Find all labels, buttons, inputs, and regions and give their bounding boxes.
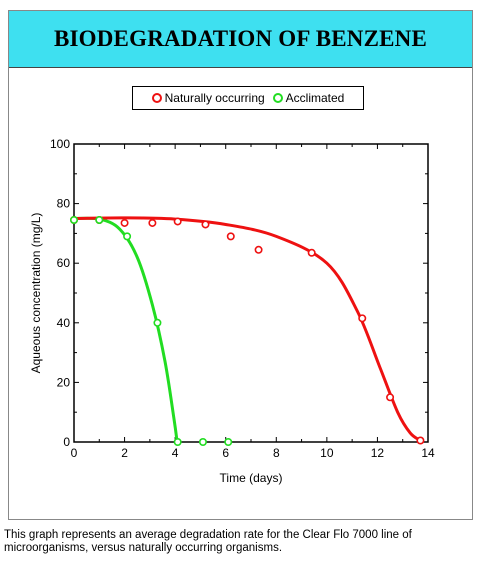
y-tick-label-0: 0 bbox=[63, 435, 70, 449]
chart-title: BIODEGRADATION OF BENZENE bbox=[53, 26, 428, 51]
series-0-point-9 bbox=[358, 314, 367, 323]
legend-marker-naturally bbox=[151, 93, 162, 103]
legend-label-acclimated: Acclimated bbox=[285, 91, 345, 105]
chart-caption: This graph represents an average degrada… bbox=[4, 529, 412, 554]
series-0-point-10 bbox=[386, 393, 395, 402]
y-tick-label-1: 20 bbox=[57, 375, 71, 389]
series-1-point-4 bbox=[173, 437, 182, 446]
x-tick-label-5: 10 bbox=[320, 446, 334, 460]
y-tick-label-2: 40 bbox=[57, 316, 71, 330]
title-banner: BIODEGRADATION OF BENZENE bbox=[9, 11, 472, 68]
series-0-point-6 bbox=[226, 232, 235, 241]
y-tick-label-5: 100 bbox=[50, 137, 70, 151]
series-0-point-5 bbox=[201, 220, 210, 229]
series-line-0 bbox=[72, 216, 422, 443]
legend-marker-acclimated bbox=[272, 93, 283, 103]
y-axis-label: Aqueous concentration (mg/L) bbox=[29, 213, 43, 374]
series-0-point-3 bbox=[148, 218, 157, 227]
series-1-point-3 bbox=[153, 318, 162, 327]
x-tick-label-6: 12 bbox=[371, 446, 385, 460]
series-0-point-8 bbox=[307, 248, 316, 257]
legend-item-naturally: Naturally occurring bbox=[151, 91, 265, 105]
x-tick-label-4: 8 bbox=[273, 446, 280, 460]
series-1-point-5 bbox=[198, 437, 207, 446]
y-tick-label-3: 60 bbox=[57, 256, 71, 270]
legend-item-acclimated: Acclimated bbox=[272, 91, 345, 105]
series-line-1 bbox=[72, 216, 179, 444]
plot-area-border bbox=[73, 143, 429, 443]
series-1-point-0 bbox=[70, 215, 79, 224]
series-0-point-2 bbox=[120, 218, 129, 227]
y-tick-label-4: 80 bbox=[57, 197, 71, 211]
series-0-point-4 bbox=[173, 217, 182, 226]
x-tick-label-2: 4 bbox=[172, 446, 179, 460]
x-tick-label-0: 0 bbox=[71, 446, 78, 460]
series-0-point-11 bbox=[416, 436, 425, 445]
x-tick-label-3: 6 bbox=[222, 446, 229, 460]
series-0-point-7 bbox=[254, 245, 263, 254]
x-tick-label-1: 2 bbox=[121, 446, 128, 460]
legend-label-naturally: Naturally occurring bbox=[164, 91, 265, 105]
series-1-point-6 bbox=[224, 437, 233, 446]
x-axis-label: Time (days) bbox=[220, 471, 283, 485]
x-tick-label-7: 14 bbox=[421, 446, 435, 460]
series-1-point-2 bbox=[123, 232, 132, 241]
series-1-point-1 bbox=[95, 215, 104, 224]
legend: Naturally occurring Acclimated bbox=[132, 86, 364, 110]
chart-svg: 0 20 40 60 80 100 0 2 4 6 8 10 12 14 Time (days) Aqueou… bbox=[29, 137, 435, 485]
